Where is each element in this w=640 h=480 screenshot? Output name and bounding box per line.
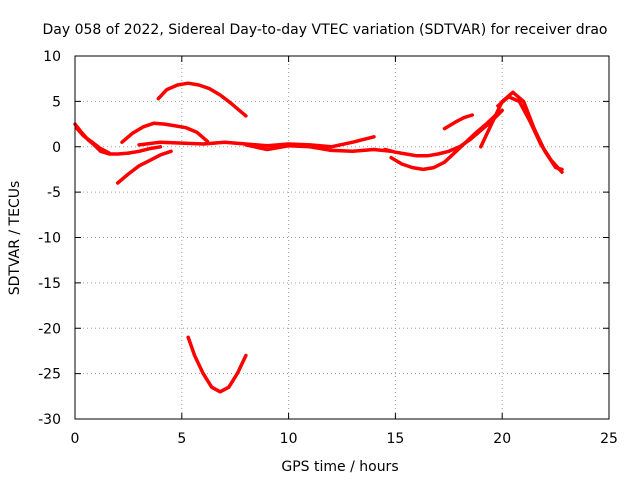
y-tick-label: 5 [52, 94, 61, 110]
chart-title: Day 058 of 2022, Sidereal Day-to-day VTE… [42, 22, 607, 38]
tick-layer: 0 5 10 15 20 25 10 5 0 -5 -10 -15 -20 -25 -30 [38, 49, 618, 447]
series-arc-5 [156, 81, 248, 118]
y-tick-label: 10 [43, 49, 61, 65]
series-arc-9 [389, 113, 498, 172]
x-tick-label: 5 [177, 431, 186, 447]
y-tick-label: -25 [38, 367, 61, 383]
plot-frame [74, 55, 610, 420]
series-layer [73, 81, 564, 394]
grid-layer [75, 56, 609, 419]
series-arc-4 [120, 121, 210, 144]
series-arc-2 [75, 126, 111, 155]
series-arc-8 [382, 108, 504, 158]
series-arc-7 [244, 143, 393, 154]
series-arc-12 [496, 95, 564, 174]
x-axis-label: GPS time / hours [281, 459, 398, 475]
x-tick-label: 25 [600, 431, 618, 447]
x-tick-label: 10 [280, 431, 298, 447]
series-arc-3 [115, 149, 173, 185]
y-tick-label: -30 [38, 412, 61, 428]
series-arc-13 [186, 335, 248, 394]
x-tick-label: 15 [386, 431, 404, 447]
y-tick-label: -20 [38, 321, 61, 337]
y-axis-label: SDTVAR / TECUs [7, 181, 23, 296]
y-tick-label: -10 [38, 231, 61, 247]
series-arc-6 [137, 135, 376, 149]
y-tick-label: -5 [47, 185, 61, 201]
y-tick-label: -15 [38, 276, 61, 292]
x-tick-label: 0 [71, 431, 80, 447]
y-tick-label: 0 [52, 140, 61, 156]
x-tick-label: 20 [493, 431, 511, 447]
series-arc-10 [442, 113, 475, 131]
